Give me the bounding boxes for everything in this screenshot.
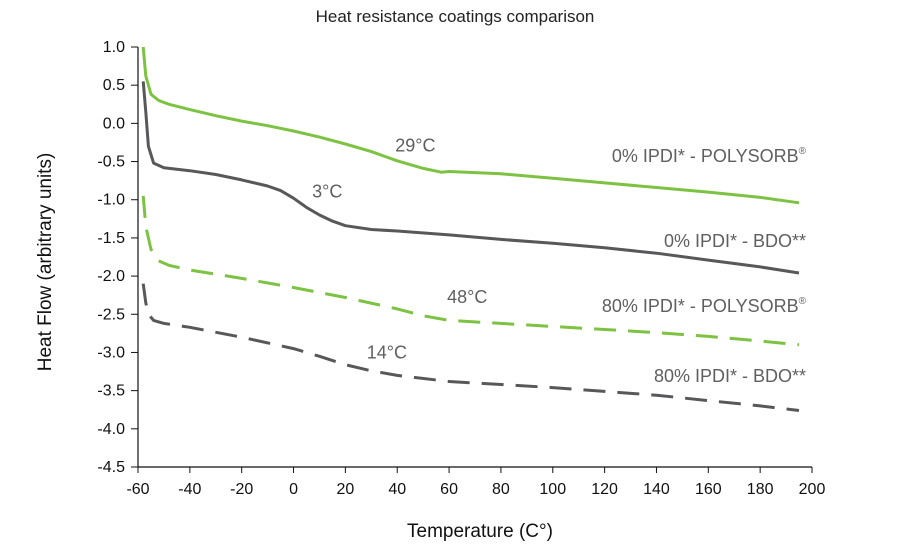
x-tick-label: -60: [126, 481, 149, 498]
y-tick-label: -1.5: [97, 230, 125, 247]
series-line-3: [141, 195, 800, 347]
x-tick-label: 80: [492, 481, 510, 498]
y-tick-label: 0.5: [103, 77, 125, 94]
x-tick-label: 100: [539, 481, 566, 498]
series-label-1: 0% IPDI* - POLYSORB®: [612, 146, 807, 166]
axes: 1.0 0.5 0.0 -0.5 -1.0 -1.5 -2.0 -2.5 -3.0 -3.5 -4.…: [97, 39, 825, 498]
y-tick-label: -0.5: [97, 154, 125, 171]
annotation-3: 48°C: [447, 287, 487, 307]
x-tick-label: -20: [230, 481, 253, 498]
x-tick-label: 200: [799, 481, 826, 498]
series-line-1: [141, 46, 800, 205]
annotation-4: 14°C: [367, 343, 407, 363]
series-label-3: 80% IPDI* - POLYSORB®: [602, 296, 807, 316]
x-tick-label: 160: [695, 481, 722, 498]
y-tick-label: -4.5: [97, 459, 125, 476]
y-tick-label: -2.5: [97, 306, 125, 323]
series-label-4: 80% IPDI* - BDO**: [654, 366, 806, 386]
x-tick-label: 0: [289, 481, 298, 498]
x-tick-label: -40: [178, 481, 201, 498]
y-tick-label: 0.0: [103, 115, 125, 132]
y-tick-label: -1.0: [97, 192, 125, 209]
annotation-2: 3°C: [312, 181, 342, 201]
series-layer: [141, 46, 800, 412]
x-tick-label: 60: [440, 481, 458, 498]
annotation-1: 29°C: [395, 136, 435, 156]
x-tick-label: 180: [747, 481, 774, 498]
x-tick-label: 20: [336, 481, 354, 498]
series-line-4: [141, 283, 800, 412]
series-line-2: [141, 81, 800, 275]
x-axis-label: Temperature (C°): [407, 521, 553, 542]
y-tick-label: -2.0: [97, 268, 125, 285]
y-tick-label: 1.0: [103, 39, 125, 56]
y-axis-label: Heat Flow (arbitrary units): [35, 153, 56, 372]
x-tick-label: 40: [388, 481, 406, 498]
x-tick-label: 140: [643, 481, 670, 498]
chart-title: Heat resistance coatings comparison: [316, 7, 595, 26]
series-label-2: 0% IPDI* - BDO**: [664, 231, 806, 251]
label-layer: 0% IPDI* - POLYSORB® 0% IPDI* - BDO** 80% …: [312, 136, 806, 386]
x-tick-label: 120: [591, 481, 618, 498]
y-tick-label: -3.0: [97, 344, 125, 361]
y-tick-label: -3.5: [97, 383, 125, 400]
y-tick-label: -4.0: [97, 421, 125, 438]
